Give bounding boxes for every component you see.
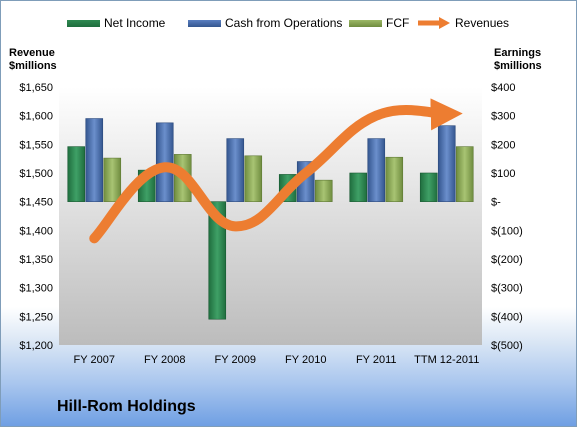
right-tick-label: $300 <box>491 111 515 123</box>
bar-fcf <box>455 146 474 202</box>
left-axis-ticks: $1,200 $1,250 $1,300 $1,350 $1,400 $1,450 $1,5… <box>19 82 53 352</box>
right-tick-label: $100 <box>491 168 515 180</box>
category-label: FY 2008 <box>144 354 185 366</box>
left-tick-label: $1,450 <box>19 197 53 209</box>
legend-item-revenues: Revenues <box>417 16 509 30</box>
company-name: Hill-Rom Holdings <box>57 398 196 415</box>
legend-label-cash-from-operations: Cash from Operations <box>225 16 343 30</box>
right-tick-label: $(100) <box>491 225 523 237</box>
left-tick-label: $1,550 <box>19 139 53 151</box>
legend-swatch-cash-from-operations <box>188 19 221 27</box>
right-axis-title-line1: Earnings <box>494 47 542 59</box>
bar-cash-from-operations <box>226 138 245 202</box>
bar-fcf <box>244 155 263 202</box>
left-tick-label: $1,400 <box>19 225 53 237</box>
left-tick-label: $1,650 <box>19 82 53 94</box>
chart-legend: Net Income Cash from Operations FCF Reve… <box>1 14 576 34</box>
bar-fcf <box>385 156 404 202</box>
right-tick-label: $- <box>491 197 501 209</box>
category-label: FY 2010 <box>285 354 326 366</box>
right-tick-label: $(300) <box>491 283 523 295</box>
category-label: FY 2009 <box>215 354 256 366</box>
legend-label-revenues: Revenues <box>455 16 510 30</box>
bar-fcf <box>314 179 333 202</box>
legend-label-net-income: Net Income <box>104 16 166 30</box>
bar-net-income <box>349 172 368 202</box>
left-tick-label: $1,300 <box>19 283 53 295</box>
bar-cash-from-operations <box>367 138 386 202</box>
legend-item-cash-from-operations: Cash from Operations <box>188 16 342 30</box>
plot-area <box>59 87 482 345</box>
category-label: FY 2007 <box>74 354 115 366</box>
left-tick-label: $1,200 <box>19 340 53 352</box>
legend-label-fcf: FCF <box>386 16 410 30</box>
bar-cash-from-operations <box>437 125 456 202</box>
bar-net-income <box>419 172 438 202</box>
left-tick-label: $1,350 <box>19 254 53 266</box>
category-labels: FY 2007 FY 2008 FY 2009 FY 2010 FY 2011 TTM 1… <box>74 354 480 366</box>
left-tick-label: $1,600 <box>19 111 53 123</box>
right-tick-label: $(200) <box>491 254 523 266</box>
right-tick-label: $200 <box>491 139 515 151</box>
revenue-line <box>89 98 463 244</box>
bar-net-income <box>208 201 227 320</box>
left-tick-label: $1,500 <box>19 168 53 180</box>
legend-swatch-revenues <box>418 17 450 29</box>
legend-item-net-income: Net Income <box>67 16 165 30</box>
right-tick-label: $400 <box>491 82 515 94</box>
legend-item-fcf: FCF <box>349 16 409 30</box>
bar-fcf <box>103 157 122 202</box>
category-label: TTM 12-2011 <box>414 354 479 366</box>
legend-swatch-fcf <box>349 19 382 27</box>
right-axis-title-line2: $millions <box>494 60 542 72</box>
left-axis-title-line1: Revenue <box>9 47 55 59</box>
category-label: FY 2011 <box>356 354 397 366</box>
bar-series <box>67 118 474 320</box>
left-axis-title-line2: $millions <box>9 60 57 72</box>
bar-net-income <box>67 146 86 202</box>
revenue-line-series <box>89 98 463 244</box>
bar-cash-from-operations <box>85 118 104 202</box>
right-axis-ticks: $(500) $(400) $(300) $(200) $(100) $- $100 $200… <box>491 82 523 352</box>
right-tick-label: $(500) <box>491 340 523 352</box>
left-axis-title: Revenue $millions <box>9 47 57 73</box>
bar-cash-from-operations <box>155 122 174 202</box>
left-tick-label: $1,250 <box>19 311 53 323</box>
right-axis-title: Earnings $millions <box>494 47 542 73</box>
right-tick-label: $(400) <box>491 311 523 323</box>
legend-swatch-net-income <box>67 19 100 27</box>
